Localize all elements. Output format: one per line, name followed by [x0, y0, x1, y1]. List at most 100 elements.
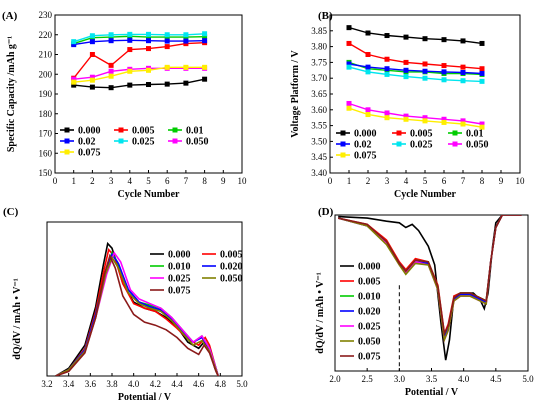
data-point [183, 38, 189, 44]
legend-marker [118, 127, 124, 133]
data-point [365, 107, 371, 113]
data-point [441, 69, 447, 75]
data-point [460, 64, 466, 70]
legend-marker [340, 130, 346, 136]
legend-label: 0.000 [354, 129, 377, 140]
legend-item: 0.000 [60, 126, 101, 137]
legend-item: 0.075 [60, 148, 101, 159]
x-tick-label: 4 [404, 176, 409, 186]
data-point [479, 66, 485, 72]
legend-item: 0.025 [114, 137, 155, 148]
y-tick-label: 3.60 [311, 105, 327, 115]
x-tick-label: 6 [165, 176, 170, 186]
x-tick-label: 3.4 [63, 379, 75, 389]
data-point [479, 78, 485, 84]
x-axis-label: Cycle Number [118, 189, 180, 200]
data-point [127, 82, 133, 88]
legend-label: 0.020 [358, 307, 381, 318]
plot-area [346, 25, 485, 130]
legend-marker [64, 127, 70, 133]
legend-label: 0.050 [466, 140, 489, 151]
legend-label: 0.005 [220, 250, 243, 261]
legend-marker [452, 130, 458, 136]
legend-label: 0.02 [354, 140, 372, 151]
legend-label: 0.050 [186, 137, 209, 148]
panel-label: (C) [3, 206, 19, 218]
data-point [384, 110, 390, 116]
x-tick-label: 4.0 [128, 379, 140, 389]
x-tick-label: 3.5 [426, 374, 438, 384]
series-line [348, 66, 483, 83]
series-line [73, 66, 205, 83]
legend-label: 0.025 [132, 137, 155, 148]
legend-marker [340, 141, 346, 147]
data-point [183, 32, 189, 38]
x-tick-label: 10 [516, 176, 526, 186]
panel-1: (A) 0 1 2 3 4 5 6 7 8 9 10 150 160 170 180 190 200 210 220 2… [2, 10, 247, 200]
legend-label: 0.005 [410, 129, 433, 140]
data-point [89, 33, 95, 39]
legend-marker [172, 138, 178, 144]
data-point [202, 64, 208, 70]
legend-label: 0.02 [78, 137, 96, 148]
data-point [403, 113, 409, 119]
x-tick-label: 0 [53, 176, 58, 186]
legend-item: 0.005 [340, 277, 381, 288]
legend-item: 0.01 [168, 126, 204, 137]
data-point [164, 64, 170, 70]
legend-item: 0.005 [114, 126, 155, 137]
data-point [346, 61, 352, 67]
y-tick-label: 160 [39, 148, 53, 158]
panel-label: (B) [318, 10, 333, 22]
data-point [422, 115, 428, 121]
x-tick-label: 3 [109, 176, 114, 186]
legend-label: 0.025 [168, 274, 191, 285]
data-point [460, 70, 466, 76]
panel-4: (D) 2.0 2.5 3.0 3.5 4.0 4.5 5.0 Potential / V dQ/… [315, 206, 534, 398]
x-axis-label: Cycle Number [394, 189, 456, 200]
legend-label: 0.075 [358, 352, 381, 363]
x-tick-label: 2 [366, 176, 371, 186]
y-tick-label: 150 [39, 168, 53, 178]
legend-item: 0.025 [392, 140, 433, 151]
x-tick-label: 0 [328, 176, 333, 186]
y-tick-label: 170 [39, 129, 53, 139]
data-point [127, 37, 133, 43]
legend-marker [396, 130, 402, 136]
data-point [403, 34, 409, 40]
data-point [183, 41, 189, 47]
x-tick-label: 2.5 [362, 374, 374, 384]
data-point [108, 62, 114, 68]
legend-label: 0.075 [168, 286, 191, 297]
x-tick-label: 4.8 [215, 379, 227, 389]
x-tick-label: 2.0 [329, 374, 341, 384]
data-point [71, 82, 77, 88]
data-point [365, 30, 371, 36]
data-point [403, 59, 409, 65]
y-tick-label: 230 [39, 10, 53, 20]
data-point [202, 31, 208, 37]
x-tick-label: 4.6 [193, 379, 205, 389]
data-point [460, 121, 466, 127]
y-tick-label: 220 [39, 30, 53, 40]
y-tick-label: 3.80 [311, 42, 327, 52]
legend-label: 0.010 [358, 292, 381, 303]
data-point [441, 63, 447, 69]
legend-marker [340, 152, 346, 158]
data-point [479, 40, 485, 46]
data-point [127, 31, 133, 37]
x-tick-label: 7 [461, 176, 466, 186]
legend-item: 0.075 [150, 286, 191, 297]
data-point [89, 39, 95, 45]
x-tick-label: 3.2 [41, 379, 52, 389]
legend-item: 0.050 [448, 140, 489, 151]
data-point [108, 68, 114, 74]
y-tick-label: 200 [39, 69, 53, 79]
data-point [89, 84, 95, 90]
panel-3: (C) 3.2 3.4 3.6 3.8 4.0 4.2 4.4 4.6 4.8 5.0 Potenti… [3, 206, 248, 403]
data-point [346, 100, 352, 106]
data-point [164, 32, 170, 38]
data-point [422, 68, 428, 74]
legend-label: 0.005 [132, 126, 155, 137]
